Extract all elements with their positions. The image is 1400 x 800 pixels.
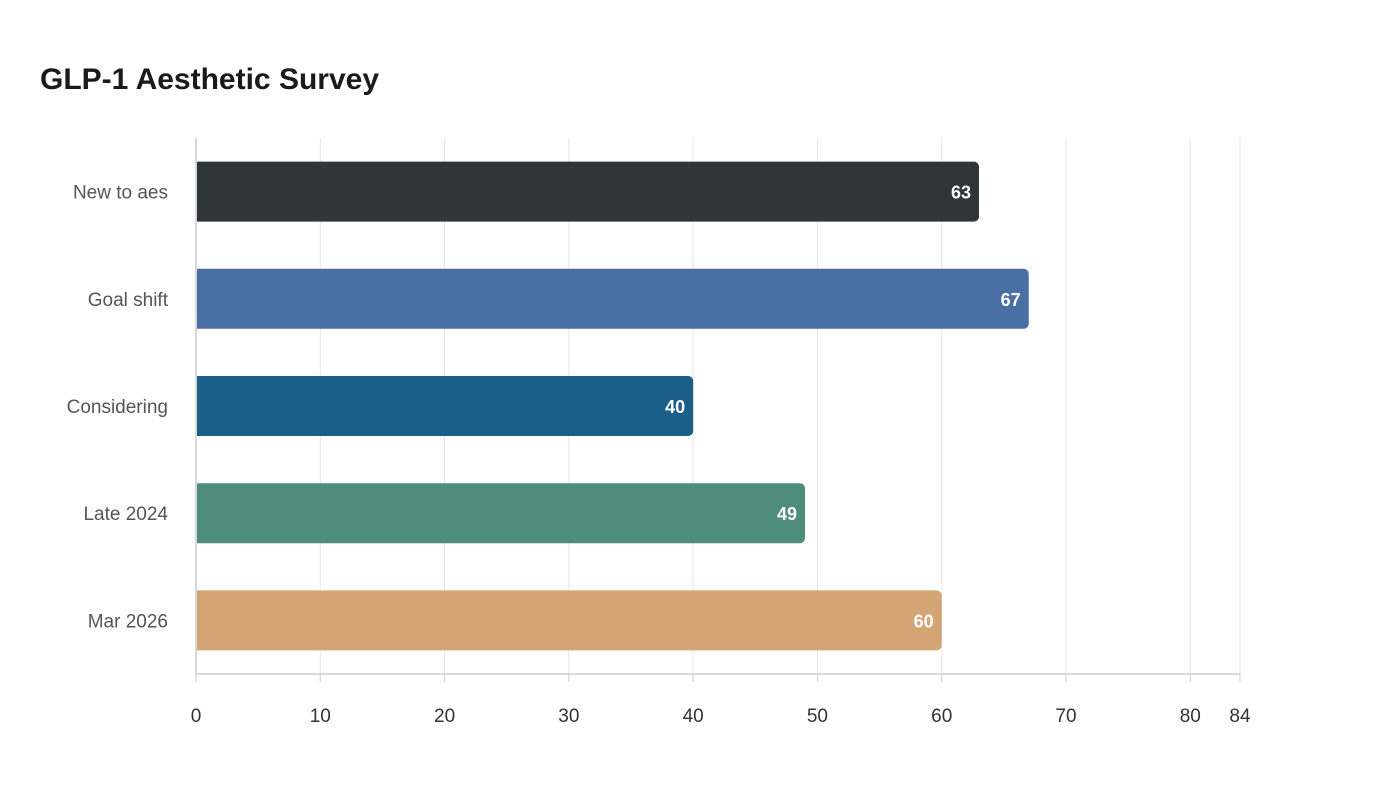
category-label: Mar 2026 bbox=[88, 611, 168, 632]
data-label: 67 bbox=[1001, 290, 1021, 310]
bar[interactable] bbox=[197, 483, 805, 544]
category-label: Goal shift bbox=[88, 290, 169, 311]
category-label: Considering bbox=[67, 397, 168, 418]
axes bbox=[195, 138, 1241, 682]
category-label: New to aes bbox=[73, 183, 168, 204]
data-label: 49 bbox=[777, 504, 797, 524]
x-tick-label: 40 bbox=[683, 706, 704, 727]
x-tick-label: 84 bbox=[1229, 706, 1251, 727]
x-tick-label: 80 bbox=[1180, 706, 1201, 727]
data-label: 60 bbox=[914, 611, 934, 631]
data-label: 63 bbox=[951, 183, 971, 203]
bar[interactable] bbox=[197, 161, 979, 222]
bars bbox=[197, 161, 1029, 651]
bar[interactable] bbox=[197, 590, 942, 651]
category-label: Late 2024 bbox=[83, 504, 168, 525]
data-label: 40 bbox=[665, 397, 685, 417]
x-tick-label: 0 bbox=[191, 706, 202, 727]
bar[interactable] bbox=[197, 376, 694, 436]
labels: 0 10 20 30 40 50 60 70 80 84 New to aes 63 Goal shif… bbox=[67, 183, 1251, 727]
x-tick-label: 70 bbox=[1055, 706, 1076, 727]
x-tick-label: 10 bbox=[310, 706, 331, 727]
x-tick-label: 20 bbox=[434, 706, 455, 727]
x-tick-label: 50 bbox=[807, 706, 828, 727]
x-tick-label: 30 bbox=[558, 706, 579, 727]
x-tick-label: 60 bbox=[931, 706, 952, 727]
chart-title: GLP-1 Aesthetic Survey bbox=[40, 63, 380, 96]
bar[interactable] bbox=[197, 268, 1029, 329]
